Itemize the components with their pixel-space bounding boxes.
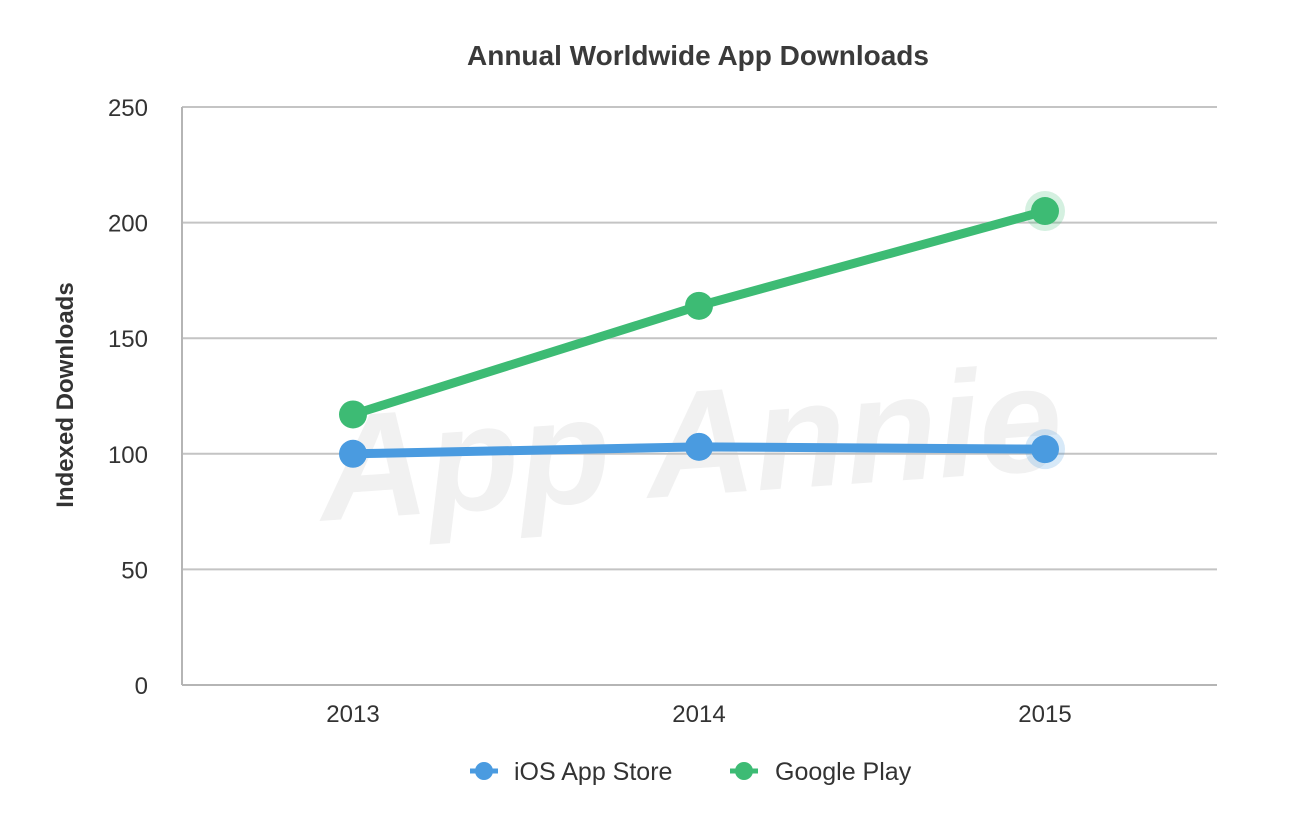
legend-marker [475,762,493,780]
y-axis-label: Indexed Downloads [52,282,79,507]
legend-item-google-play[interactable]: Google Play [730,758,912,786]
legend-label: Google Play [775,758,912,786]
x-tick-labels: 2013 2014 2015 [326,701,1071,728]
x-tick-label: 2014 [672,701,725,728]
y-tick-labels: 0 50 100 150 200 250 [108,95,148,700]
y-tick-label: 100 [108,442,148,469]
legend: iOS App Store Google Play [470,758,912,786]
data-point-google-play[interactable] [685,291,713,320]
data-point-ios-app-store[interactable] [1031,435,1059,464]
series-ios-app-store [339,429,1065,470]
data-point-ios-app-store[interactable] [339,439,367,468]
series-google-play [339,191,1065,429]
data-point-google-play[interactable] [339,400,367,429]
legend-marker [735,762,753,780]
y-tick-label: 150 [108,326,148,353]
y-tick-label: 0 [135,673,148,700]
data-point-google-play[interactable] [1031,197,1059,226]
x-tick-label: 2015 [1018,701,1071,728]
legend-label: iOS App Store [514,758,672,786]
axes [181,107,1217,686]
data-point-ios-app-store[interactable] [685,432,713,461]
y-tick-label: 200 [108,211,148,238]
x-tick-label: 2013 [326,701,379,728]
y-tick-label: 50 [121,557,148,584]
series [339,191,1065,470]
legend-item-ios-app-store[interactable]: iOS App Store [470,758,672,786]
y-tick-label: 250 [108,95,148,122]
chart-title: Annual Worldwide App Downloads [467,40,929,71]
